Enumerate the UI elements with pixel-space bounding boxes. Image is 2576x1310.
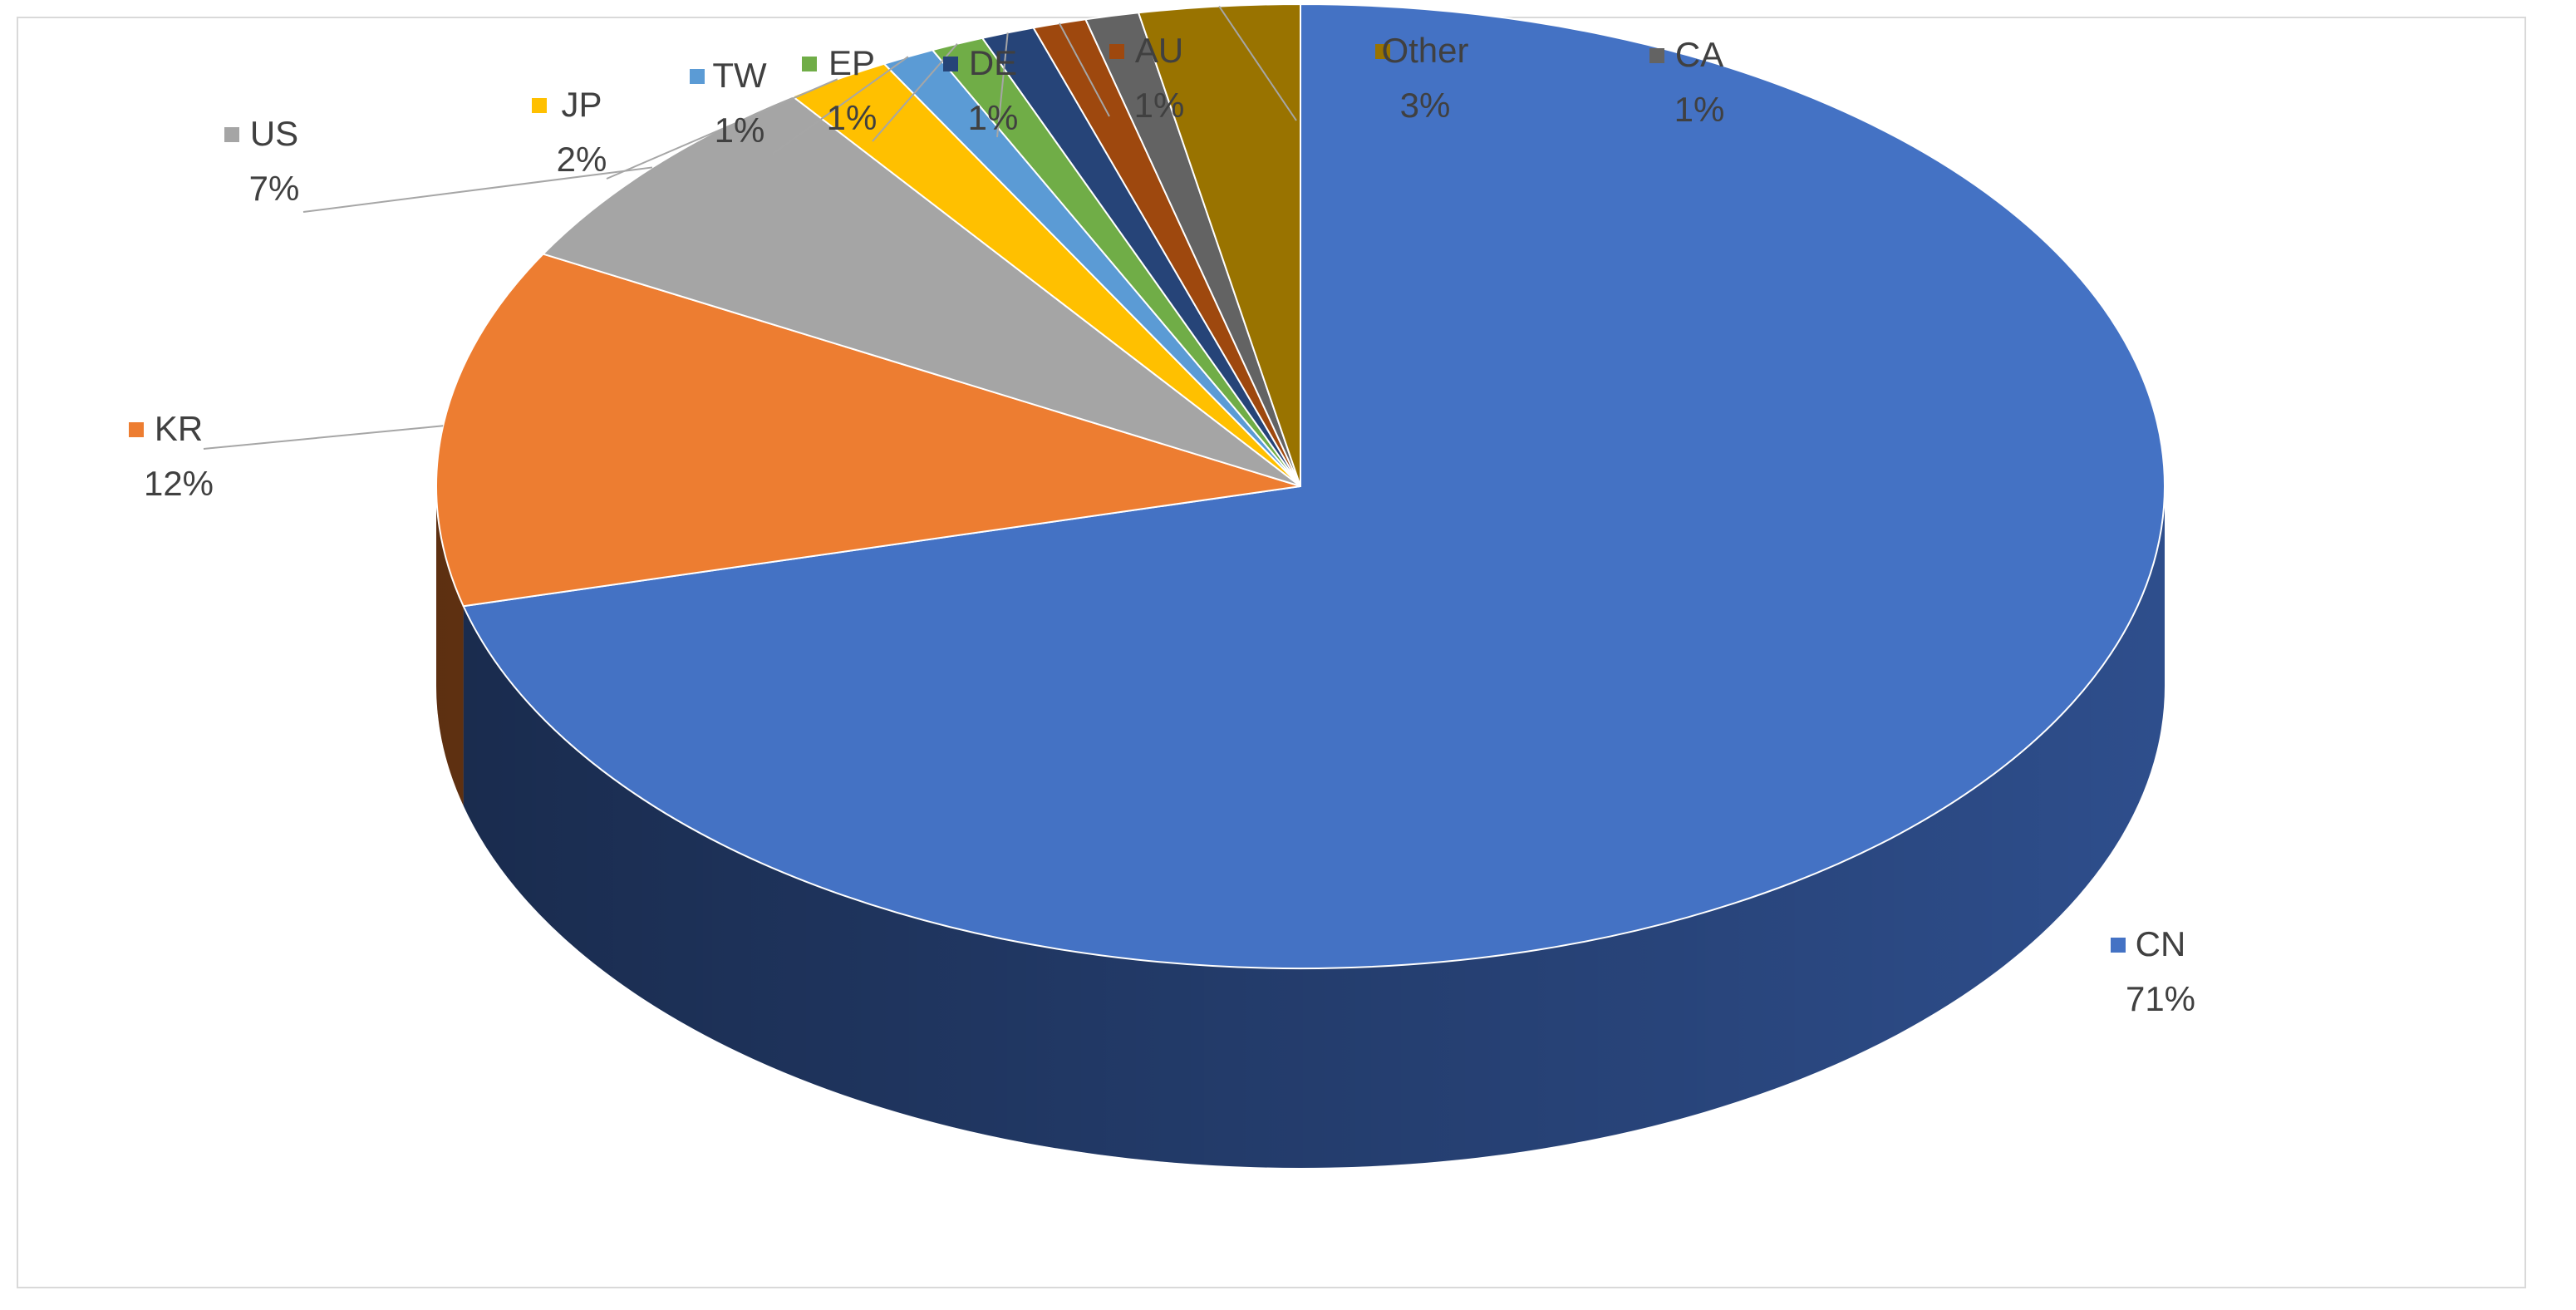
percent-label-ep: 1% (827, 98, 878, 137)
leader-line-au (1058, 22, 1110, 117)
percent-label-tw: 1% (715, 111, 765, 150)
percent-label-us: 7% (249, 169, 300, 208)
category-label-ep: EP (828, 43, 875, 82)
data-label-kr: KR 12% (129, 409, 214, 503)
leader-lines (203, 6, 1297, 450)
percent-label-de: 1% (968, 98, 1019, 137)
leader-line-kr (203, 425, 444, 450)
category-label-us: US (250, 114, 298, 153)
pie-side-shading (436, 486, 2165, 1168)
leader-line-ep (872, 43, 958, 142)
pie-top-layer (435, 3, 2166, 969)
category-label-jp: JP (561, 85, 602, 124)
leader-line-de (996, 32, 1009, 138)
leader-line-jp (606, 78, 838, 180)
legend-key-tw (690, 69, 705, 84)
legend-key-other (1375, 44, 1390, 59)
legend-key-jp (532, 98, 547, 113)
data-labels: CN 71% KR 12% US 7% JP 2% TW 1% EP 1% DE 1% AU 1% CA 1% Ot… (129, 31, 2195, 1018)
data-label-de: DE 1% (943, 43, 1018, 137)
category-label-kr: KR (155, 409, 203, 448)
pie-slice-other[interactable] (1138, 3, 1301, 487)
legend-key-cn (2111, 938, 2126, 953)
percent-label-jp: 2% (557, 140, 607, 179)
legend-key-ca (1649, 48, 1664, 63)
pie-slice-kr[interactable] (435, 253, 1301, 608)
data-label-ca: CA 1% (1649, 35, 1724, 129)
legend-key-de (943, 57, 958, 71)
category-label-au: AU (1135, 31, 1183, 70)
leader-line-other (1218, 6, 1297, 121)
leader-line-tw (772, 56, 909, 155)
leader-line-us (302, 166, 653, 213)
category-label-tw: TW (712, 56, 767, 95)
category-label-ca: CA (1675, 35, 1723, 74)
percent-label-ca: 1% (1674, 90, 1725, 129)
percent-label-other: 3% (1400, 86, 1451, 125)
percent-label-kr: 12% (144, 464, 214, 503)
data-label-jp: JP 2% (532, 85, 607, 179)
legend-key-kr (129, 422, 144, 437)
percent-label-cn: 71% (2126, 979, 2195, 1018)
category-label-cn: CN (2136, 924, 2186, 963)
pie-side-layer (436, 486, 2165, 1168)
data-label-other: Other 3% (1375, 31, 1469, 125)
data-label-cn: CN 71% (2111, 924, 2195, 1018)
data-label-us: US 7% (224, 114, 299, 208)
legend-key-au (1109, 44, 1124, 59)
data-label-ep: EP 1% (802, 43, 877, 137)
percent-label-au: 1% (1134, 86, 1185, 125)
data-label-tw: TW 1% (690, 56, 767, 150)
data-label-au: AU 1% (1109, 31, 1184, 125)
category-label-other: Other (1381, 31, 1468, 70)
legend-key-ep (802, 57, 817, 71)
legend-key-us (224, 127, 239, 142)
pie-slice-cn[interactable] (462, 3, 2166, 969)
category-label-de: DE (969, 43, 1017, 82)
